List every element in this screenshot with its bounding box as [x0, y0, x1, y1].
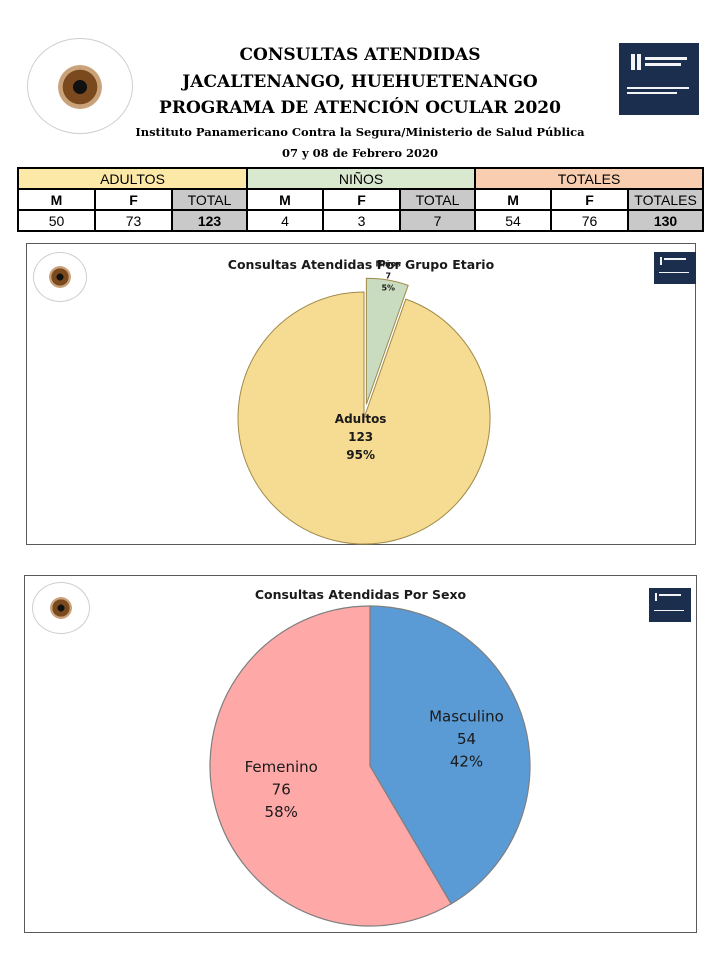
- summary-table: ADULTOS NIÑOS TOTALES M F TOTAL M F TOTA…: [17, 167, 705, 232]
- column-header: M: [246, 188, 324, 211]
- column-header: TOTALES: [627, 188, 705, 211]
- group-header-adultos: ADULTOS: [17, 167, 248, 190]
- title-line-3: PROGRAMA DE ATENCIÓN OCULAR 2020: [159, 98, 561, 118]
- date: 07 y 08 de Febrero 2020: [281, 146, 439, 160]
- eye-icon: [50, 597, 72, 619]
- eye-icon: [49, 266, 71, 288]
- slice-value: 76: [272, 781, 291, 799]
- table-cell: 3: [322, 209, 401, 232]
- institute-logo-small: [32, 582, 90, 634]
- column-header: TOTAL: [171, 188, 248, 211]
- pie-chart-sex: Masculino 54 42% Femenino 76 58%: [209, 605, 531, 927]
- pie-slice-adultos: [237, 291, 491, 545]
- gov-logo-small: [654, 252, 696, 284]
- gov-logo-small: [649, 588, 691, 622]
- chart-panel-age: Consultas Atendidas Por Grupo Etario Niñ…: [26, 243, 696, 545]
- slice-percent: 5%: [381, 284, 395, 293]
- table-cell: 50: [17, 209, 96, 232]
- table-cell: 123: [171, 209, 248, 232]
- title-line-2: JACALTENANGO, HUEHUETENANGO: [182, 72, 538, 92]
- table-cell: 54: [474, 209, 553, 232]
- column-header: M: [474, 188, 553, 211]
- chart-panel-sex: Consultas Atendidas Por Sexo Masculino 54…: [24, 575, 697, 933]
- institute-logo-small: [33, 252, 87, 302]
- slice-label: Adultos: [335, 412, 387, 426]
- table-value-row: 50 73 123 4 3 7 54 76 130: [17, 209, 705, 232]
- gov-guatemala-logo: [619, 43, 699, 115]
- column-header: M: [17, 188, 96, 211]
- subtitle: Instituto Panamericano Contra la Segura/…: [135, 125, 585, 139]
- pie-slice-femenino: [209, 605, 452, 927]
- pie-slice-ninos: [365, 277, 409, 405]
- table-header-row: M F TOTAL M F TOTAL M F TOTALES: [17, 188, 705, 211]
- pie-slice-masculino: [369, 605, 531, 905]
- column-header: F: [94, 188, 173, 211]
- slice-value: 123: [348, 430, 373, 444]
- slice-percent: 58%: [265, 803, 298, 821]
- pie-chart-age: Niños 7 5% Adultos 123 95%: [237, 260, 491, 545]
- slice-percent: 95%: [346, 448, 375, 462]
- table-cell: 76: [550, 209, 630, 232]
- slice-label: Femenino: [245, 758, 318, 776]
- slice-value: 54: [457, 730, 476, 748]
- column-header: F: [550, 188, 630, 211]
- table-cell: 130: [627, 209, 705, 232]
- table-group-row: ADULTOS NIÑOS TOTALES: [17, 167, 705, 190]
- slice-label: Masculino: [429, 708, 504, 726]
- slice-label: Niños: [376, 260, 402, 269]
- eye-icon: [58, 65, 102, 109]
- column-header: TOTAL: [398, 188, 477, 211]
- table-cell: 7: [398, 209, 477, 232]
- chart-title: Consultas Atendidas Por Grupo Etario: [227, 257, 495, 272]
- institute-logo: [27, 38, 133, 134]
- title-line-1: CONSULTAS ATENDIDAS: [239, 45, 481, 65]
- slice-percent: 42%: [450, 753, 483, 771]
- table-cell: 4: [246, 209, 324, 232]
- column-header: F: [322, 188, 401, 211]
- slice-value: 7: [385, 272, 391, 281]
- group-header-ninos: NIÑOS: [245, 167, 477, 190]
- table-cell: 73: [94, 209, 173, 232]
- chart-title: Consultas Atendidas Por Sexo: [254, 587, 467, 602]
- group-header-totales: TOTALES: [474, 167, 705, 190]
